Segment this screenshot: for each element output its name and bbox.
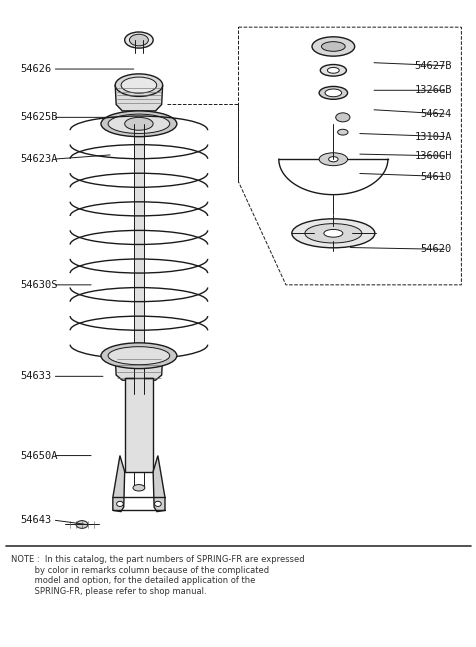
Ellipse shape — [319, 65, 346, 76]
Polygon shape — [134, 124, 143, 395]
Ellipse shape — [115, 74, 162, 96]
Text: 54650A: 54650A — [20, 450, 58, 461]
Ellipse shape — [124, 32, 153, 48]
Ellipse shape — [318, 87, 347, 99]
Ellipse shape — [328, 157, 337, 162]
Text: NOTE :  In this catalog, the part numbers of SPRING-FR are expressed
         by: NOTE : In this catalog, the part numbers… — [11, 555, 304, 596]
Text: 54625B: 54625B — [20, 113, 58, 122]
Ellipse shape — [321, 41, 345, 51]
Ellipse shape — [133, 485, 145, 491]
Polygon shape — [115, 85, 162, 111]
Ellipse shape — [101, 343, 177, 369]
Ellipse shape — [324, 89, 341, 97]
Ellipse shape — [311, 37, 354, 56]
Text: 1326GB: 1326GB — [414, 85, 451, 95]
Text: 54626: 54626 — [20, 64, 51, 74]
Text: 54620: 54620 — [420, 245, 451, 254]
Ellipse shape — [291, 219, 374, 248]
Text: 54643: 54643 — [20, 515, 51, 525]
Ellipse shape — [318, 153, 347, 166]
Ellipse shape — [327, 67, 338, 73]
Ellipse shape — [108, 347, 169, 365]
Ellipse shape — [76, 521, 88, 529]
Polygon shape — [115, 356, 162, 380]
Ellipse shape — [129, 34, 148, 46]
Text: 54623A: 54623A — [20, 154, 58, 164]
Ellipse shape — [108, 114, 169, 133]
Polygon shape — [124, 378, 153, 472]
Ellipse shape — [323, 230, 342, 237]
Ellipse shape — [304, 224, 361, 243]
Text: 54610: 54610 — [420, 171, 451, 182]
Ellipse shape — [335, 113, 349, 122]
Ellipse shape — [121, 77, 157, 93]
Ellipse shape — [337, 129, 347, 135]
Text: 54630S: 54630S — [20, 280, 58, 290]
Text: 54627B: 54627B — [414, 61, 451, 71]
Text: 54624: 54624 — [420, 109, 451, 119]
Polygon shape — [113, 455, 124, 512]
Text: 1360GH: 1360GH — [414, 151, 451, 161]
Ellipse shape — [101, 111, 177, 137]
Text: 1310JA: 1310JA — [414, 132, 451, 142]
Text: 54633: 54633 — [20, 371, 51, 381]
Ellipse shape — [116, 501, 123, 507]
Polygon shape — [153, 455, 165, 512]
Ellipse shape — [154, 501, 161, 507]
Ellipse shape — [124, 117, 153, 130]
